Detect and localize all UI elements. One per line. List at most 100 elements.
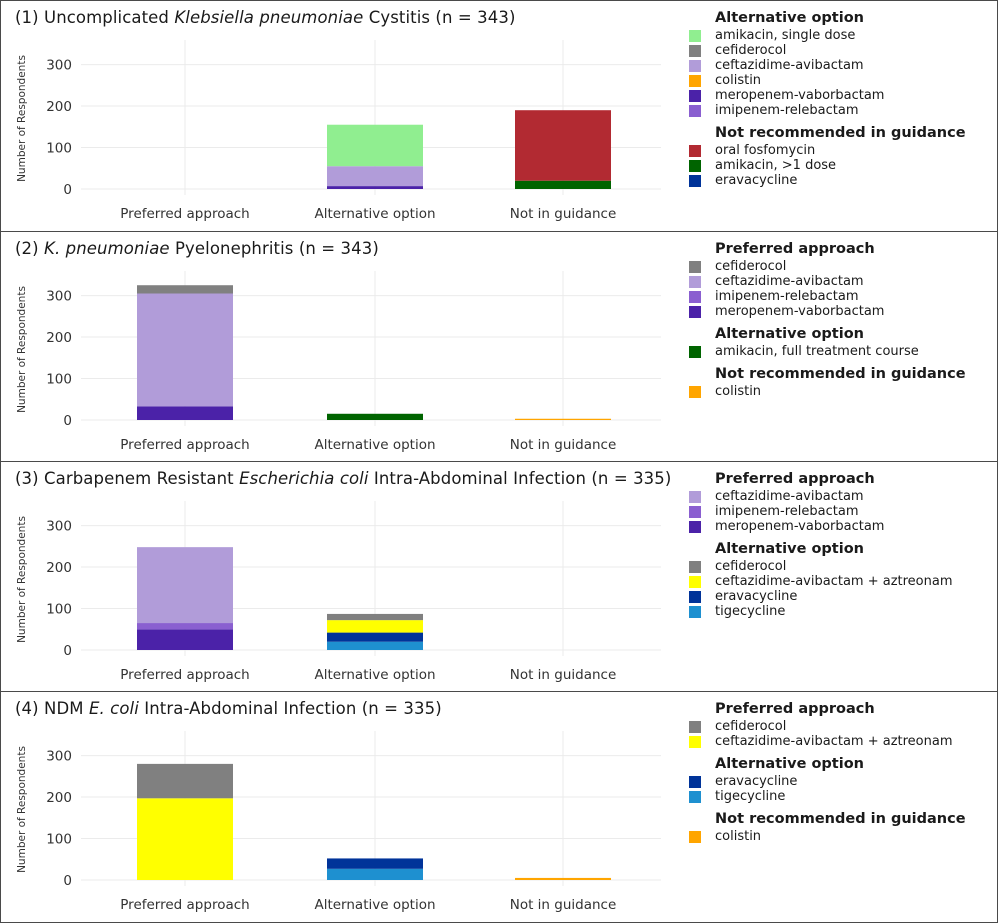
- legend-group: Alternative option amikacin, full treatme…: [689, 327, 989, 359]
- legend-item: eravacycline: [689, 589, 989, 604]
- legend-swatch: [689, 491, 701, 503]
- legend-item: cefiderocol: [689, 259, 989, 274]
- panel-4: (4) NDM E. coli Intra-Abdominal Infectio…: [0, 691, 998, 923]
- legend-group: Alternative option amikacin, single dose c…: [689, 11, 989, 118]
- x-tick-label: Alternative option: [314, 206, 435, 222]
- bar-segment: [137, 294, 233, 407]
- y-tick-label: 0: [63, 643, 72, 659]
- y-tick-label: 200: [46, 330, 72, 346]
- legend-item: amikacin, full treatment course: [689, 344, 989, 359]
- legend-swatch: [689, 90, 701, 102]
- legend: Preferred approach cefiderocol ceftazidime…: [689, 242, 989, 407]
- legend-item: amikacin, >1 dose: [689, 158, 989, 173]
- y-tick-label: 0: [63, 873, 72, 889]
- legend-item: ceftazidime-avibactam: [689, 274, 989, 289]
- y-tick-label: 200: [46, 560, 72, 576]
- y-tick-label: 200: [46, 99, 72, 115]
- y-axis-label: Number of Respondents: [16, 516, 28, 643]
- legend-item: tigecycline: [689, 789, 989, 804]
- y-tick-label: 300: [46, 58, 72, 74]
- legend-label: ceftazidime-avibactam + aztreonam: [715, 734, 953, 749]
- y-tick-label: 0: [63, 413, 72, 429]
- legend-swatch: [689, 175, 701, 187]
- x-tick-label: Preferred approach: [120, 437, 249, 453]
- legend-swatch: [689, 75, 701, 87]
- x-tick-label: Not in guidance: [510, 897, 617, 913]
- legend: Preferred approach cefiderocol ceftazidime…: [689, 702, 989, 852]
- bar-segment: [327, 642, 423, 650]
- y-axis-label: Number of Respondents: [16, 746, 28, 873]
- legend-label: cefiderocol: [715, 719, 786, 734]
- bar-segment: [515, 181, 611, 189]
- legend-group: Not recommended in guidance colistin: [689, 812, 989, 844]
- legend-group-title: Alternative option: [715, 542, 989, 557]
- legend-group-title: Preferred approach: [715, 242, 989, 257]
- legend-label: colistin: [715, 73, 761, 88]
- bar-segment: [327, 414, 423, 420]
- bar-segment: [137, 547, 233, 623]
- x-tick-label: Preferred approach: [120, 667, 249, 683]
- legend-group-title: Alternative option: [715, 327, 989, 342]
- legend-item: ceftazidime-avibactam + aztreonam: [689, 734, 989, 749]
- figure: (1) Uncomplicated Klebsiella pneumoniae …: [0, 0, 1000, 923]
- legend: Alternative option amikacin, single dose c…: [689, 11, 989, 196]
- legend-label: colistin: [715, 384, 761, 399]
- bar-segment: [327, 869, 423, 880]
- legend-label: ceftazidime-avibactam: [715, 58, 864, 73]
- bar-segment: [137, 623, 233, 629]
- legend-swatch: [689, 576, 701, 588]
- legend-group-title: Alternative option: [715, 757, 989, 772]
- bar-segment: [137, 629, 233, 650]
- y-tick-label: 300: [46, 519, 72, 535]
- legend-label: imipenem-relebactam: [715, 504, 859, 519]
- legend-label: oral fosfomycin: [715, 143, 815, 158]
- legend-item: eravacycline: [689, 173, 989, 188]
- y-axis-label: Number of Respondents: [16, 55, 28, 182]
- y-tick-label: 100: [46, 832, 72, 848]
- x-tick-label: Not in guidance: [510, 667, 617, 683]
- legend-group-title: Not recommended in guidance: [715, 812, 989, 827]
- bar-segment: [137, 406, 233, 420]
- x-tick-label: Preferred approach: [120, 206, 249, 222]
- legend-label: colistin: [715, 829, 761, 844]
- y-tick-label: 300: [46, 749, 72, 765]
- legend-group-title: Not recommended in guidance: [715, 126, 989, 141]
- legend-label: imipenem-relebactam: [715, 103, 859, 118]
- legend-swatch: [689, 30, 701, 42]
- bar-segment: [327, 186, 423, 189]
- legend-item: meropenem-vaborbactam: [689, 304, 989, 319]
- legend-item: eravacycline: [689, 774, 989, 789]
- legend-item: imipenem-relebactam: [689, 103, 989, 118]
- bar-segment: [515, 110, 611, 180]
- legend-label: tigecycline: [715, 604, 785, 619]
- legend-group: Not recommended in guidance oral fosfomyc…: [689, 126, 989, 188]
- legend-swatch: [689, 561, 701, 573]
- legend-label: ceftazidime-avibactam: [715, 274, 864, 289]
- legend-group: Not recommended in guidance colistin: [689, 367, 989, 399]
- legend-swatch: [689, 831, 701, 843]
- legend-group-title: Not recommended in guidance: [715, 367, 989, 382]
- legend-swatch: [689, 521, 701, 533]
- bar-segment: [137, 798, 233, 880]
- legend-group-title: Preferred approach: [715, 472, 989, 487]
- legend-item: imipenem-relebactam: [689, 504, 989, 519]
- legend-group: Alternative option eravacycline tigecyclin…: [689, 757, 989, 804]
- legend-swatch: [689, 506, 701, 518]
- x-tick-label: Alternative option: [314, 897, 435, 913]
- legend-swatch: [689, 736, 701, 748]
- legend-item: ceftazidime-avibactam: [689, 58, 989, 73]
- legend-label: meropenem-vaborbactam: [715, 519, 884, 534]
- legend: Preferred approach ceftazidime-avibactam i…: [689, 472, 989, 627]
- legend-swatch: [689, 160, 701, 172]
- y-tick-label: 100: [46, 141, 72, 157]
- legend-swatch: [689, 105, 701, 117]
- legend-swatch: [689, 346, 701, 358]
- legend-item: ceftazidime-avibactam + aztreonam: [689, 574, 989, 589]
- legend-item: oral fosfomycin: [689, 143, 989, 158]
- x-tick-label: Not in guidance: [510, 206, 617, 222]
- bar-segment: [515, 878, 611, 880]
- y-tick-label: 200: [46, 790, 72, 806]
- legend-item: ceftazidime-avibactam: [689, 489, 989, 504]
- legend-label: meropenem-vaborbactam: [715, 304, 884, 319]
- legend-swatch: [689, 306, 701, 318]
